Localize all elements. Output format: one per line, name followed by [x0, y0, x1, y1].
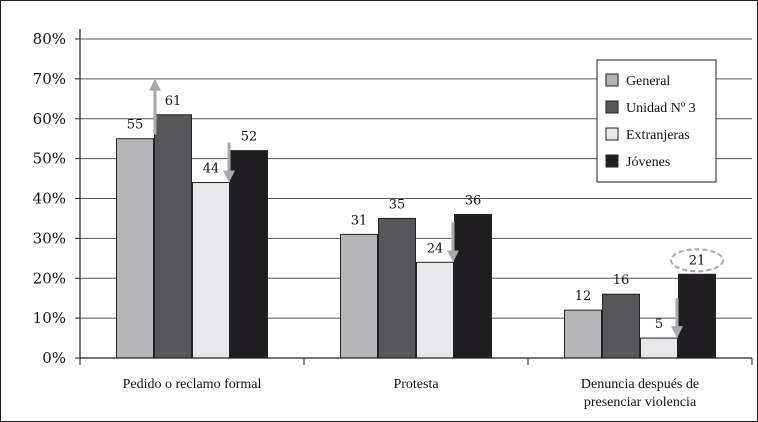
y-tick-label: 70%: [33, 70, 66, 88]
category-label: Denuncia después de presenciar violencia: [581, 377, 699, 410]
legend: General Unidad Nº 3 Extranjeras Jóvenes: [596, 59, 717, 183]
bar: [454, 213, 492, 359]
category-label: Protesta: [393, 377, 439, 392]
y-tick-label: 40%: [33, 190, 66, 208]
legend-swatch: [605, 100, 619, 114]
data-labels: 55 61 44 52 31 35 24 36 12 16 5 21: [127, 94, 706, 332]
bar: [192, 182, 230, 359]
bar: [416, 261, 454, 359]
y-axis-ticks: 0% 10% 20% 30% 40% 50% 60% 70% 80%: [33, 30, 80, 367]
y-tick-label: 30%: [33, 229, 66, 247]
data-label: 55: [127, 118, 144, 133]
legend-label: General: [626, 74, 670, 89]
data-label: 35: [389, 197, 406, 212]
data-label: 16: [613, 273, 630, 288]
data-label: 61: [165, 94, 182, 109]
legend-swatch: [605, 73, 619, 87]
y-tick-label: 0%: [42, 349, 66, 367]
y-tick-label: 80%: [33, 30, 66, 48]
annotations: [149, 78, 724, 339]
data-label: 5: [655, 317, 663, 332]
legend-label: Jóvenes: [626, 155, 670, 170]
bar: [564, 309, 602, 359]
data-label: 24: [427, 241, 444, 256]
bar: [340, 233, 378, 359]
axes: [79, 29, 753, 365]
legend-swatch: [605, 127, 619, 141]
data-label: 31: [351, 213, 368, 228]
data-label: 21: [689, 253, 706, 268]
data-label: 12: [575, 289, 592, 304]
legend-label: Extranjeras: [626, 128, 690, 143]
y-tick-label: 50%: [33, 150, 66, 168]
data-label: 52: [241, 130, 258, 145]
bar: [640, 337, 678, 359]
bar: [230, 150, 268, 359]
bar: [154, 114, 192, 359]
y-tick-label: 10%: [33, 309, 66, 327]
bars: [116, 114, 716, 359]
bar: [116, 138, 154, 359]
legend-swatch: [605, 154, 619, 168]
data-label: 36: [465, 193, 482, 208]
bar: [602, 293, 640, 359]
legend-label: Unidad Nº 3: [626, 101, 696, 116]
category-label: Pedido o reclamo formal: [123, 377, 262, 392]
bar: [678, 273, 716, 359]
x-axis-categories: Pedido o reclamo formal Protesta Denuncia …: [123, 377, 699, 410]
highlight-ellipse: [670, 248, 724, 273]
y-tick-label: 20%: [33, 269, 66, 287]
data-label: 44: [203, 162, 220, 177]
bar: [378, 217, 416, 359]
y-tick-label: 60%: [33, 110, 66, 128]
